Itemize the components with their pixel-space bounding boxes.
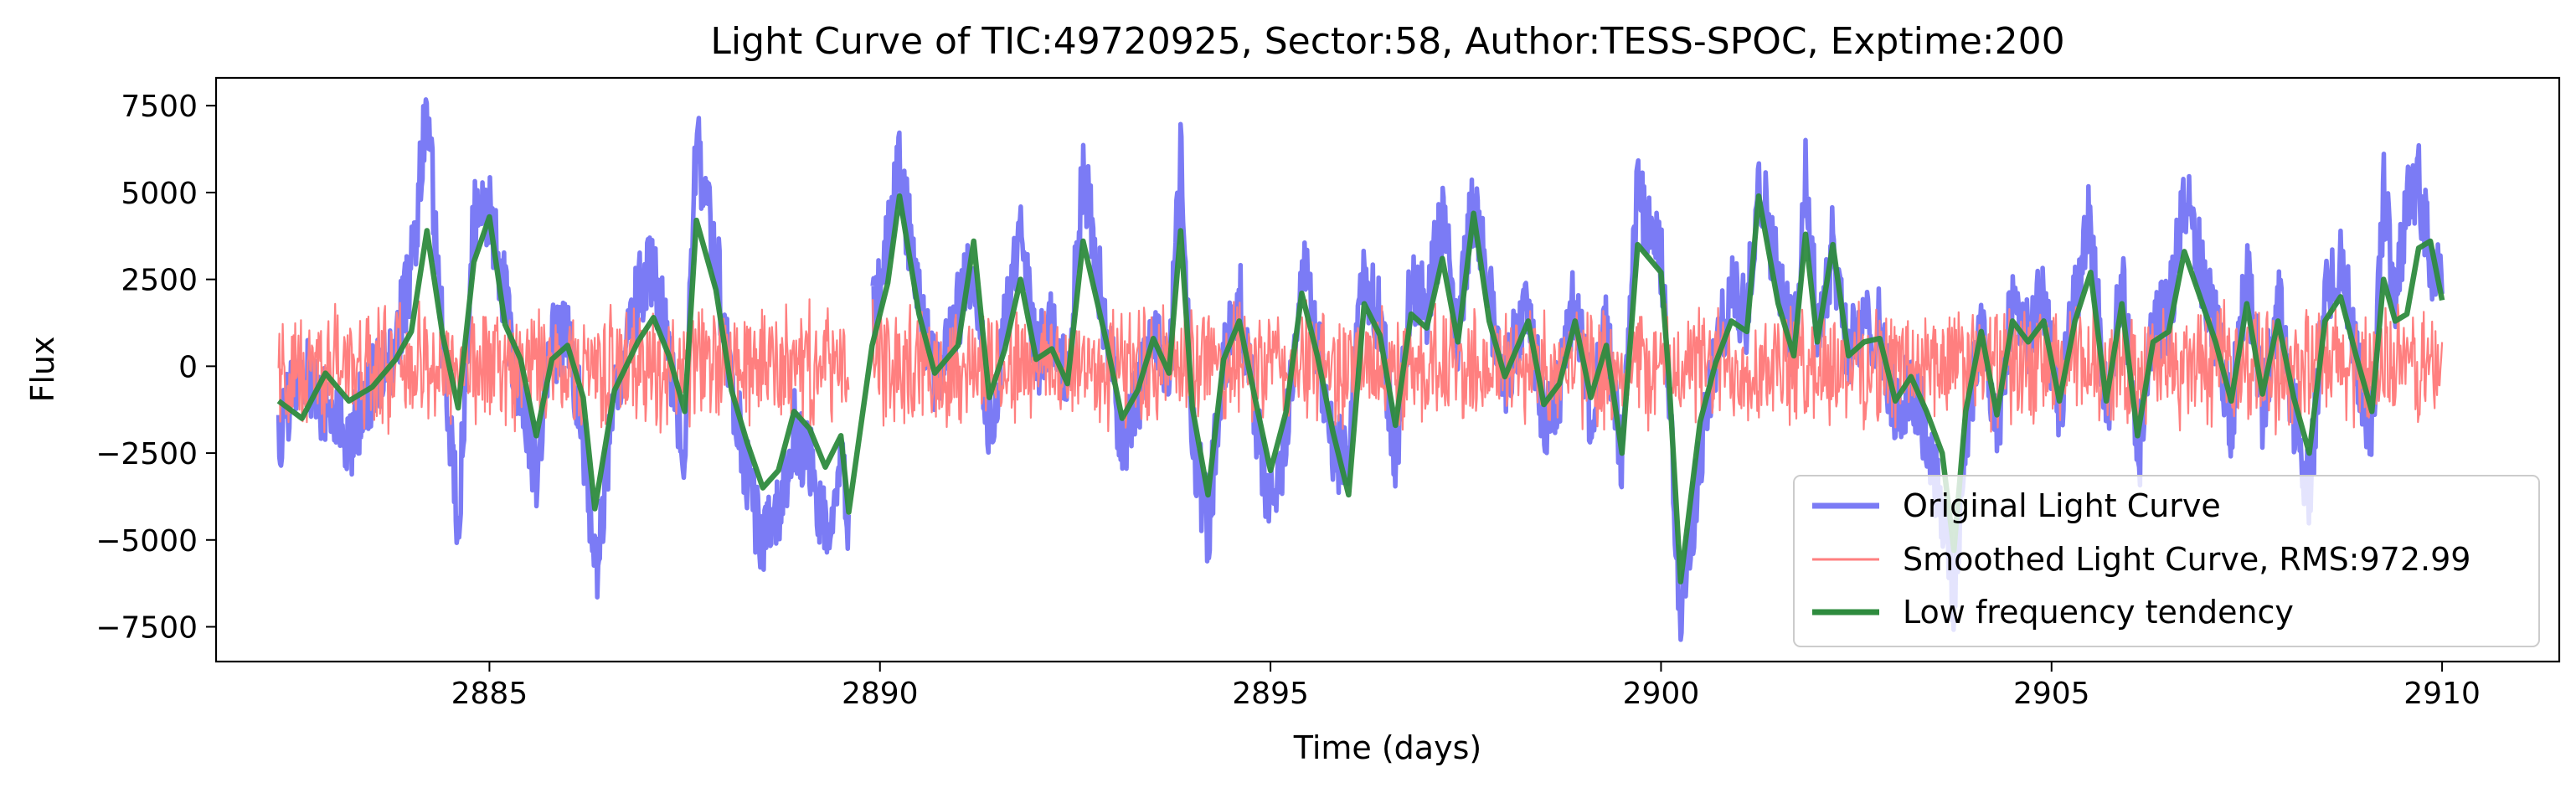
plot-area: 2885 2890 2895 2900 2905 2910 −7500 −5000 −2500… bbox=[95, 76, 2561, 711]
y-tick-label: −7500 bbox=[95, 611, 198, 646]
x-axis-label: Time (days) bbox=[1293, 729, 1481, 766]
chart-title: Light Curve of TIC:49720925, Sector:58, … bbox=[710, 20, 2064, 63]
series-smoothed-line bbox=[277, 298, 2444, 435]
x-tick-label: 2890 bbox=[842, 677, 919, 711]
y-tick-label: 2500 bbox=[121, 264, 198, 298]
legend-label-original: Original Light Curve bbox=[1903, 487, 2221, 524]
legend-label-low-frequency: Low frequency tendency bbox=[1903, 594, 2294, 631]
y-tick-label: 0 bbox=[178, 350, 198, 384]
y-axis: −7500 −5000 −2500 0 2500 5000 7500 bbox=[95, 90, 216, 646]
y-tick-label: −2500 bbox=[95, 437, 198, 471]
plot-frame bbox=[214, 76, 2561, 663]
y-tick-label: 7500 bbox=[121, 90, 198, 124]
x-tick-label: 2910 bbox=[2403, 677, 2481, 711]
y-tick-label: 5000 bbox=[121, 177, 198, 211]
legend-box bbox=[1793, 475, 2540, 647]
x-axis: 2885 2890 2895 2900 2905 2910 bbox=[451, 662, 2481, 711]
y-tick-label: −5000 bbox=[95, 524, 198, 559]
x-tick-label: 2905 bbox=[2013, 677, 2090, 711]
legend: Original Light Curve Smoothed Light Curv… bbox=[1793, 475, 2540, 647]
x-tick-label: 2885 bbox=[451, 677, 528, 711]
series-low-frequency-line bbox=[276, 193, 2445, 585]
x-tick-label: 2900 bbox=[1623, 677, 1700, 711]
y-axis-label: Flux bbox=[24, 337, 61, 403]
legend-label-smoothed: Smoothed Light Curve, RMS:972.99 bbox=[1903, 541, 2470, 578]
x-tick-label: 2895 bbox=[1232, 677, 1309, 711]
